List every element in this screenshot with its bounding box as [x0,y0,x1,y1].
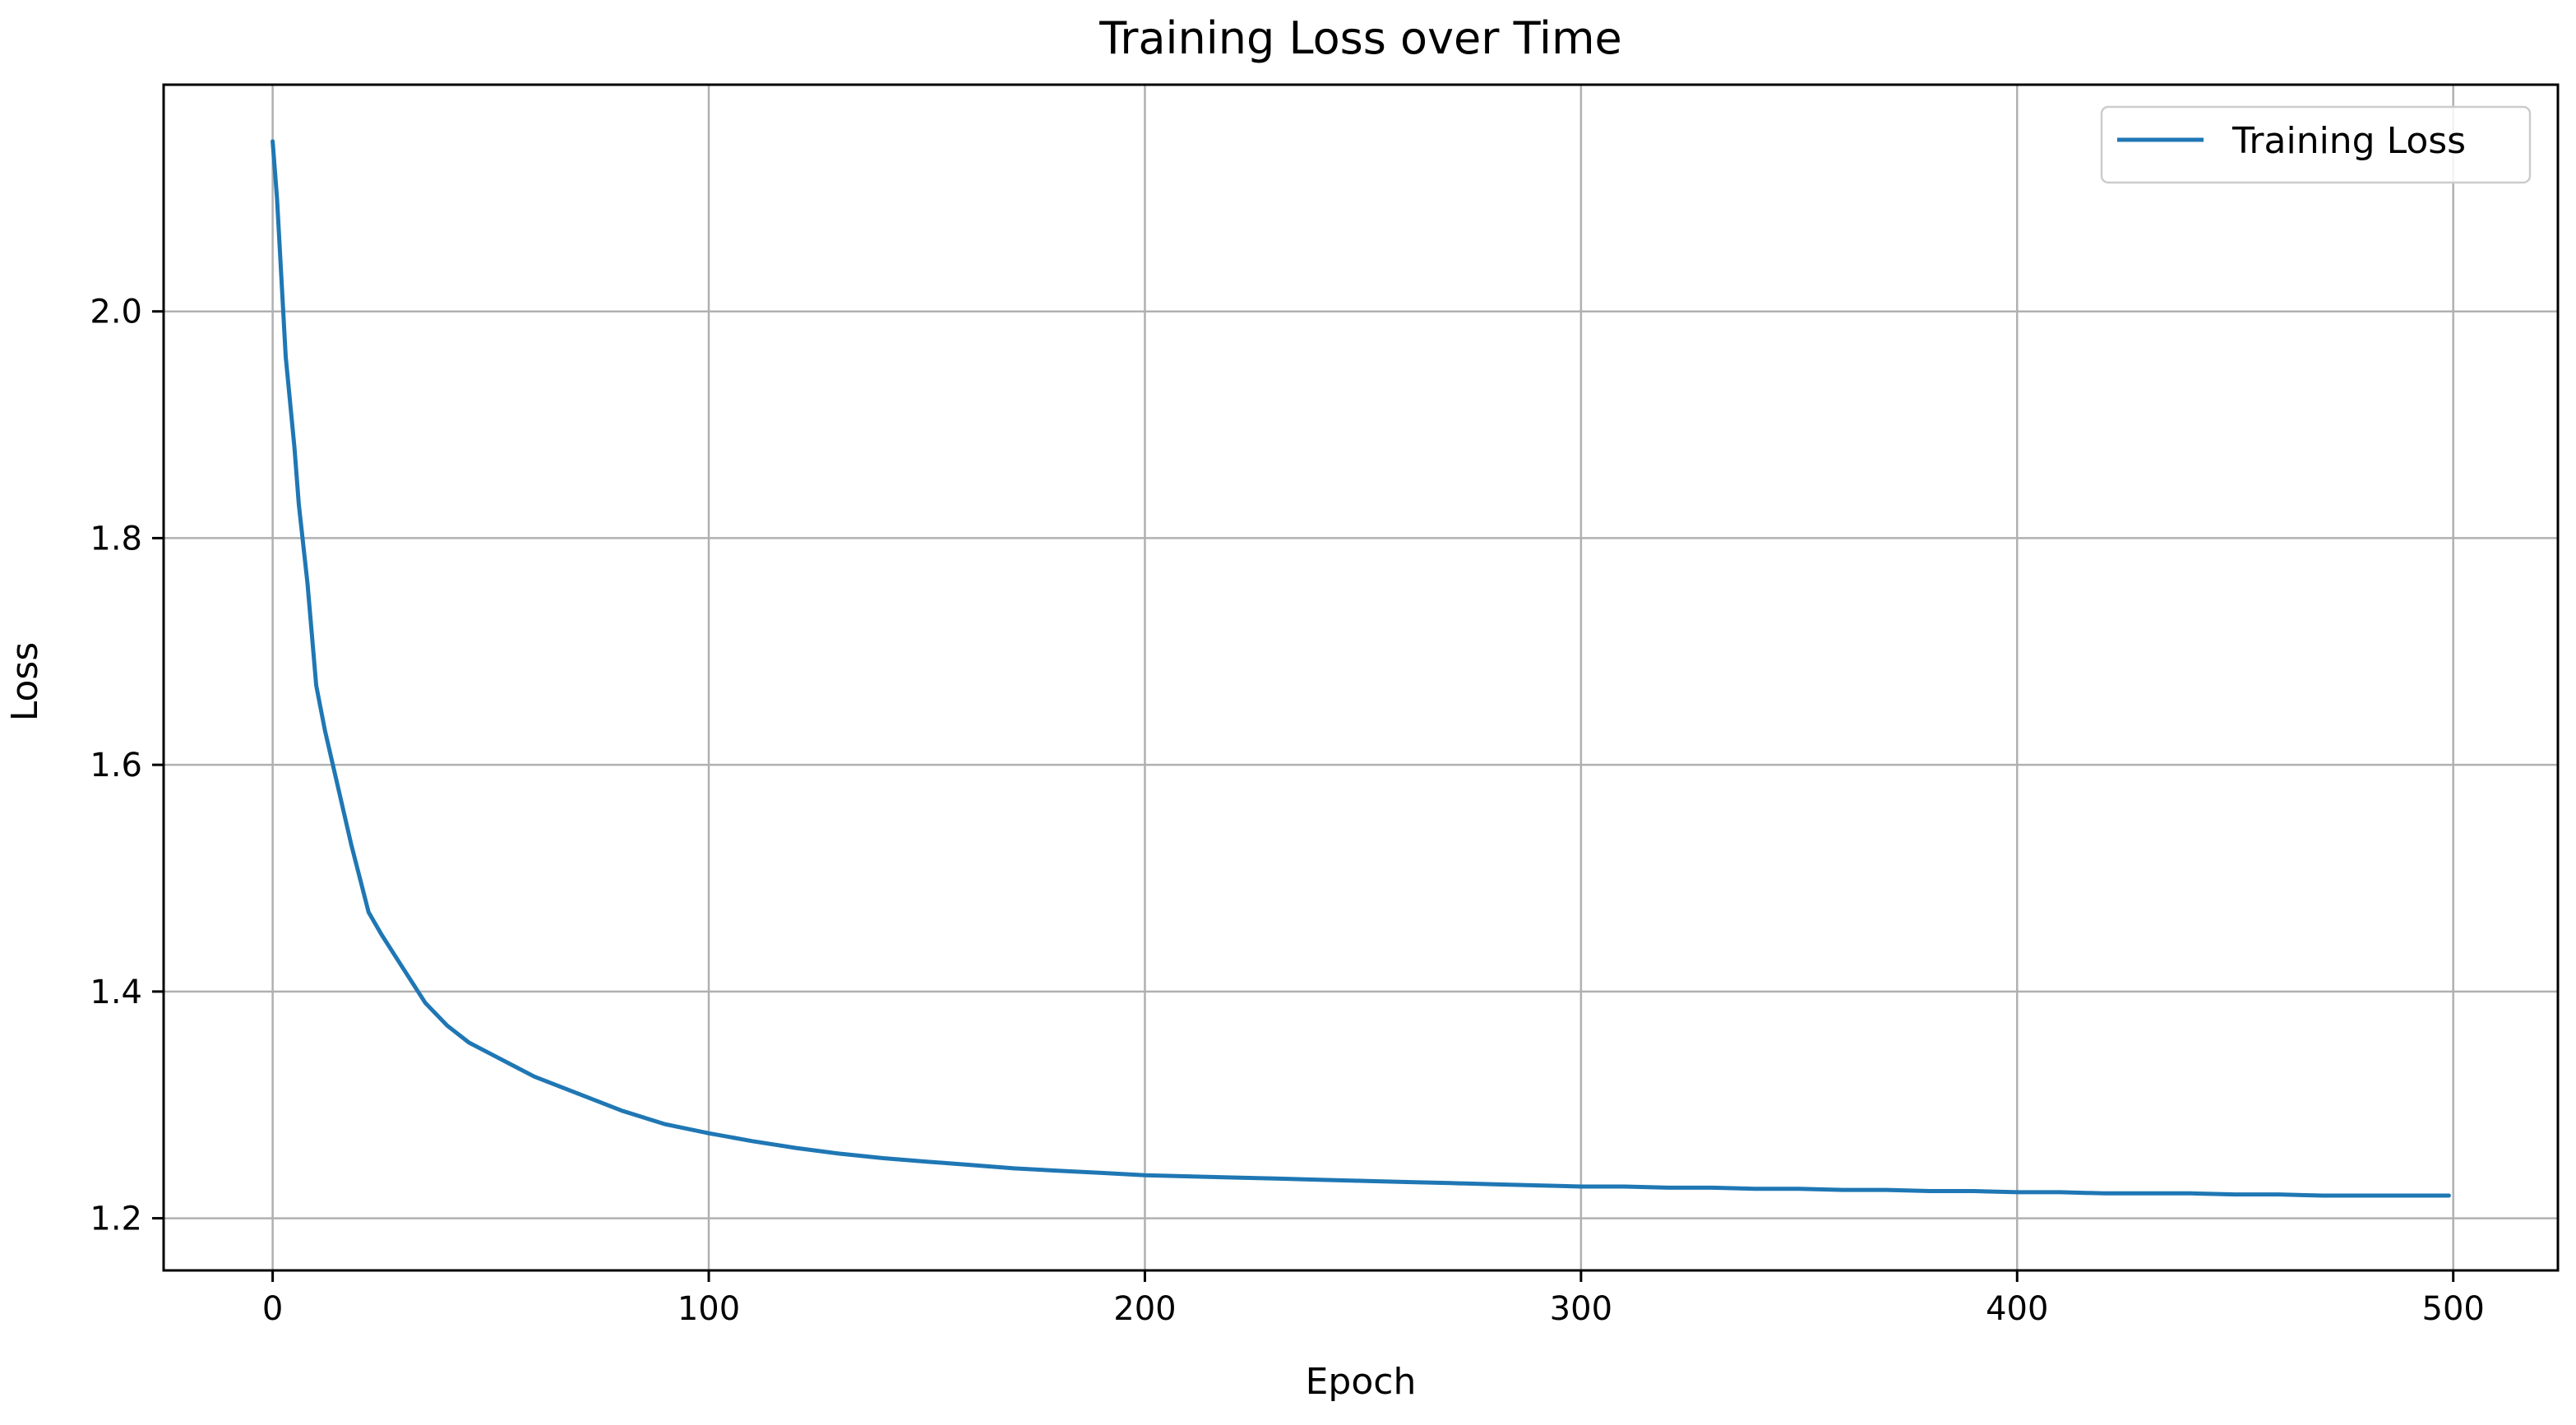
x-tick-label: 300 [1550,1290,1612,1328]
y-tick-label: 1.6 [90,747,142,784]
ticks: 0 100 200 300 400 500 1.2 1.4 1.6 1.8 2.0 [90,294,2485,1328]
plot-background [164,85,2558,1270]
x-axis-title: Epoch [1306,1361,1417,1403]
x-tick-label: 200 [1113,1290,1176,1328]
series-layer [271,139,2451,1198]
y-tick-label: 2.0 [90,294,142,331]
x-tick-label: 0 [262,1290,283,1328]
y-tick-label: 1.8 [90,520,142,558]
legend-label: Training Loss [2231,120,2466,162]
y-tick-label: 1.2 [90,1201,142,1238]
legend-box [2100,105,2532,184]
x-tick-label: 100 [678,1290,740,1328]
y-axis-title: Loss [4,642,46,722]
x-tick-label: 400 [1986,1290,2048,1328]
y-tick-label: 1.4 [90,974,142,1011]
series-line-training-loss [271,139,2451,1198]
legend: Training Loss [2100,105,2532,184]
chart-title: Training Loss over Time [1098,12,1622,64]
grid-lines [164,85,2558,1270]
x-tick-label: 500 [2422,1290,2485,1328]
plot-frame [162,83,2560,1272]
